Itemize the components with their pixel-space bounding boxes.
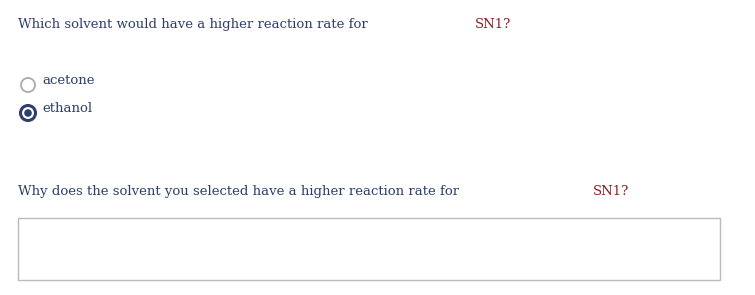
Text: Which solvent would have a higher reaction rate for: Which solvent would have a higher reacti… xyxy=(18,18,372,31)
Bar xyxy=(18,218,720,280)
Text: SN1?: SN1? xyxy=(475,18,511,31)
Text: ethanol: ethanol xyxy=(42,102,92,116)
Text: Why does the solvent you selected have a higher reaction rate for: Why does the solvent you selected have a… xyxy=(18,185,464,198)
Text: acetone: acetone xyxy=(42,75,94,88)
Text: SN1?: SN1? xyxy=(593,185,629,198)
Circle shape xyxy=(24,109,32,117)
